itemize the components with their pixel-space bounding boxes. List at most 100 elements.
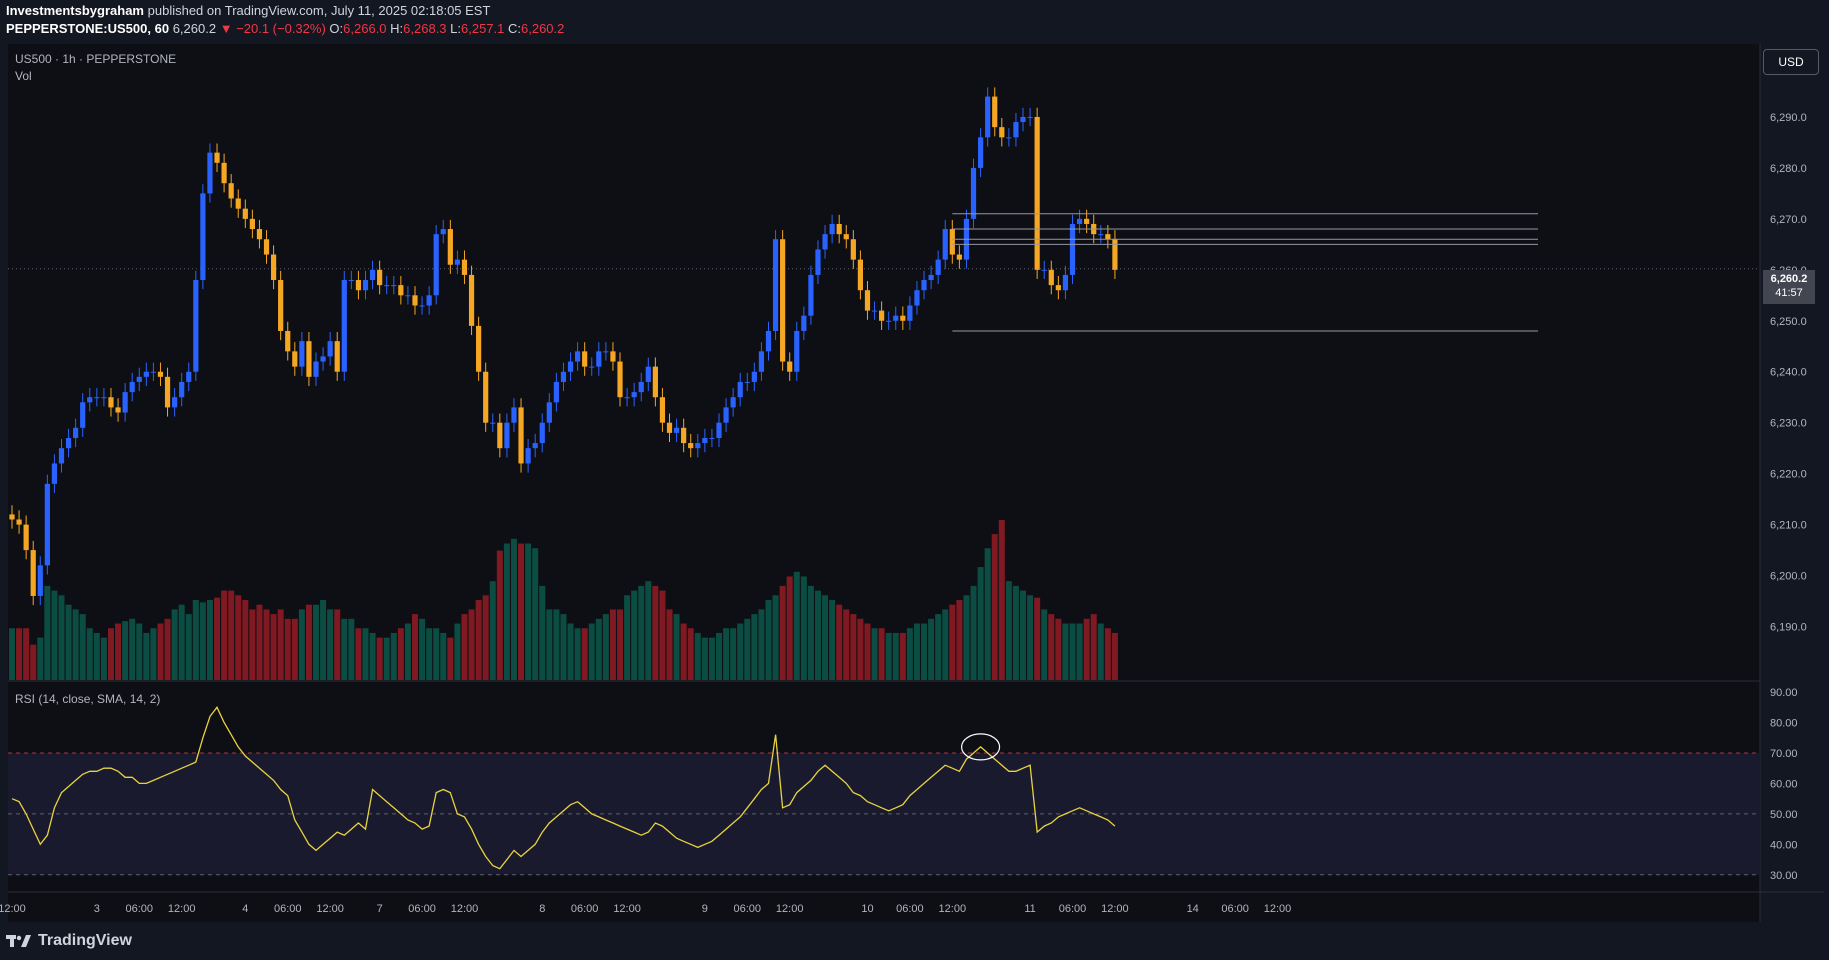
rsi-band	[8, 752, 1760, 875]
volume-bar	[617, 609, 624, 680]
volume-bar	[723, 628, 730, 680]
volume-bar	[814, 590, 821, 680]
volume-bar	[419, 618, 426, 680]
volume-bar	[411, 614, 418, 680]
volume-bar	[935, 614, 942, 680]
time-tick-label: 12:00	[0, 903, 26, 915]
volume-bar	[277, 609, 284, 680]
candle-body	[1112, 239, 1118, 270]
candle-body	[454, 259, 461, 265]
volume-bar	[737, 623, 744, 680]
volume-bar	[843, 609, 850, 680]
candle-body	[970, 167, 977, 219]
candle-body	[949, 229, 955, 255]
volume-bar	[397, 628, 404, 680]
candle-body	[511, 407, 517, 423]
rsi-tick-label: 90.00	[1770, 687, 1798, 699]
tradingview-logo-text: TradingView	[38, 932, 132, 949]
volume-bar	[355, 628, 362, 680]
candle-body	[765, 330, 772, 352]
publisher-name[interactable]: Investmentsbygraham	[6, 3, 144, 18]
candle-body	[1062, 274, 1069, 291]
candle-body	[476, 325, 482, 372]
candle-body	[334, 341, 340, 372]
volume-bar	[185, 614, 192, 680]
candle-body	[843, 234, 849, 240]
candle-body	[313, 361, 319, 377]
volume-bar	[157, 623, 164, 680]
time-tick-label: 11	[1024, 903, 1035, 915]
candle-body	[850, 239, 856, 260]
close-value: 6,260.2	[521, 21, 565, 36]
volume-bar	[1005, 581, 1012, 680]
candle-body	[730, 397, 736, 408]
volume-bar	[86, 628, 93, 680]
candle-body	[560, 371, 567, 382]
candle-body	[115, 407, 121, 413]
volume-bar	[468, 609, 475, 680]
main-series-legend[interactable]: US500 · 1h · PEPPERSTONE	[15, 52, 177, 66]
candle-body	[886, 320, 892, 322]
time-tick-label: 10	[861, 903, 873, 915]
candle-body	[603, 351, 609, 353]
rsi-annotation-circle	[960, 733, 1001, 761]
candle-body	[836, 223, 842, 235]
volume-bar	[878, 628, 885, 680]
volume-bar	[475, 600, 482, 680]
volume-bar	[588, 623, 595, 680]
volume-bar	[136, 623, 143, 680]
candle-body	[1105, 234, 1111, 240]
time-tick-label: 3	[94, 903, 100, 915]
volume-bar	[51, 590, 58, 680]
candle-body	[1041, 269, 1047, 271]
volume-bar	[16, 628, 23, 680]
price-tick-label: 6,210.0	[1770, 520, 1807, 532]
time-tick-label: 12:00	[168, 903, 196, 915]
candle-body	[73, 427, 79, 438]
candle-body	[772, 239, 779, 331]
candle-body	[249, 218, 255, 230]
currency-button[interactable]: USD	[1763, 49, 1819, 75]
volume-bar	[807, 585, 814, 680]
volume-bar	[503, 543, 510, 680]
candle-body	[391, 285, 397, 287]
volume-bar	[913, 623, 920, 680]
volume-bar	[107, 628, 114, 680]
candle-body	[935, 259, 941, 275]
volume-bar	[892, 632, 899, 680]
candle-body	[483, 371, 489, 423]
footer-logo[interactable]: TradingView	[6, 930, 132, 952]
volume-bar	[327, 609, 334, 680]
candle-body	[426, 295, 432, 306]
volume-bar	[249, 609, 256, 680]
time-tick-label: 06:00	[896, 903, 924, 915]
price-change: ▼ −20.1 (−0.32%)	[219, 21, 326, 36]
volume-legend[interactable]: Vol	[15, 69, 32, 83]
candle-body	[992, 96, 998, 128]
rsi-legend[interactable]: RSI (14, close, SMA, 14, 2)	[15, 692, 161, 706]
volume-bar	[37, 637, 44, 680]
candle-body	[136, 376, 142, 382]
candle-body	[37, 565, 43, 596]
price-tick-label: 6,280.0	[1770, 163, 1807, 175]
price-tick-label: 6,220.0	[1770, 469, 1807, 481]
volume-bar	[666, 609, 673, 680]
volume-bar	[560, 614, 567, 680]
volume-bar	[58, 595, 65, 680]
time-tick-label: 06:00	[274, 903, 302, 915]
candle-body	[186, 371, 192, 382]
symbol-label[interactable]: PEPPERSTONE:US500, 60	[6, 21, 170, 36]
price-tick-label: 6,190.0	[1770, 622, 1807, 634]
volume-bar	[390, 632, 397, 680]
candle-body	[51, 463, 58, 484]
candle-body	[299, 341, 305, 367]
candle-body	[617, 361, 623, 398]
candle-body	[666, 422, 673, 433]
volume-bar	[100, 637, 107, 680]
candle-body	[1098, 234, 1104, 236]
time-tick-label: 8	[539, 903, 545, 915]
candle-body	[1034, 116, 1040, 270]
volume-bar	[652, 585, 659, 680]
volume-bar	[567, 623, 574, 680]
